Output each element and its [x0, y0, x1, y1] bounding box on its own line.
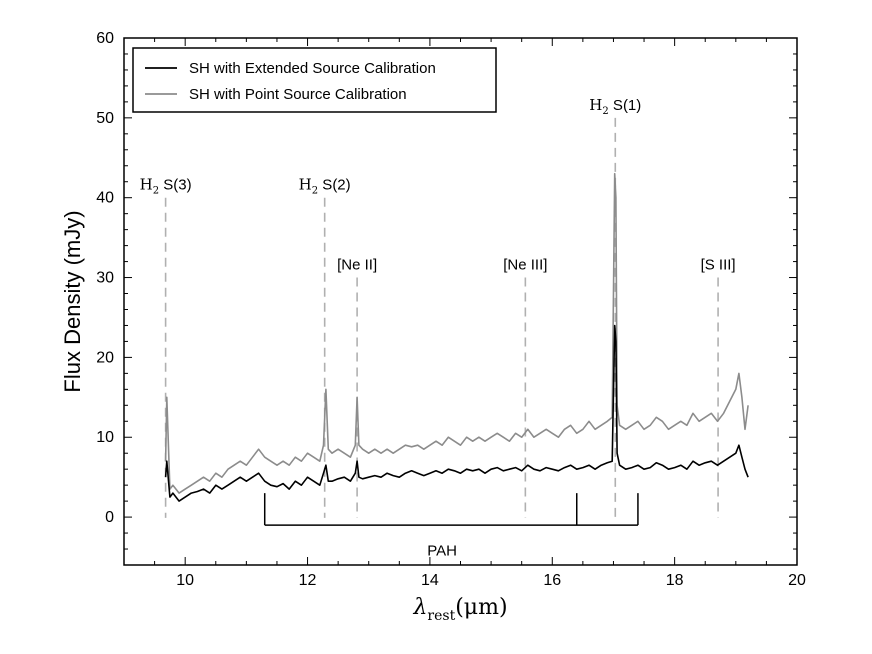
line-marker-label-4: H2 S(1) — [589, 96, 641, 117]
y-tick-label: 0 — [105, 509, 114, 526]
y-tick-label: 30 — [96, 270, 114, 287]
series-line-extended-source — [164, 324, 749, 502]
x-tick-label: 20 — [788, 572, 806, 589]
axis-titles: Flux Density (mJy) λrest(μm) — [60, 210, 508, 624]
y-tick-label: 40 — [96, 190, 114, 207]
y-tick-label: 50 — [96, 110, 114, 127]
series-line-point-source — [164, 172, 749, 494]
x-tick-label: 14 — [421, 572, 439, 589]
x-tick-label: 10 — [176, 572, 194, 589]
legend: SH with Extended Source Calibration SH wi… — [132, 47, 497, 113]
series-layer — [164, 172, 749, 502]
y-axis-title: Flux Density (mJy) — [60, 210, 85, 392]
legend-box — [132, 47, 497, 113]
line-marker-label-1: H2 S(2) — [299, 176, 351, 197]
line-marker-label-3: [Ne III] — [503, 257, 547, 274]
x-tick-label: 12 — [299, 572, 317, 589]
y-tick-label: 10 — [96, 429, 114, 446]
line-marker-label-0: H2 S(3) — [140, 176, 192, 197]
x-tick-label: 18 — [666, 572, 684, 589]
axes: 10 12 14 16 18 20 0 10 20 30 40 50 60 — [96, 30, 806, 589]
y-tick-label: 20 — [96, 349, 114, 366]
legend-label-1: SH with Point Source Calibration — [189, 86, 407, 103]
legend-label-0: SH with Extended Source Calibration — [189, 60, 436, 77]
line-marker-label-5: [S III] — [701, 257, 736, 274]
x-axis-title: λrest(μm) — [412, 595, 507, 624]
pah-bracket: PAH — [263, 493, 639, 559]
pah-label: PAH — [427, 542, 457, 559]
y-tick-label: 60 — [96, 30, 114, 47]
line-marker-label-2: [Ne II] — [337, 257, 377, 274]
x-tick-label: 16 — [543, 572, 561, 589]
